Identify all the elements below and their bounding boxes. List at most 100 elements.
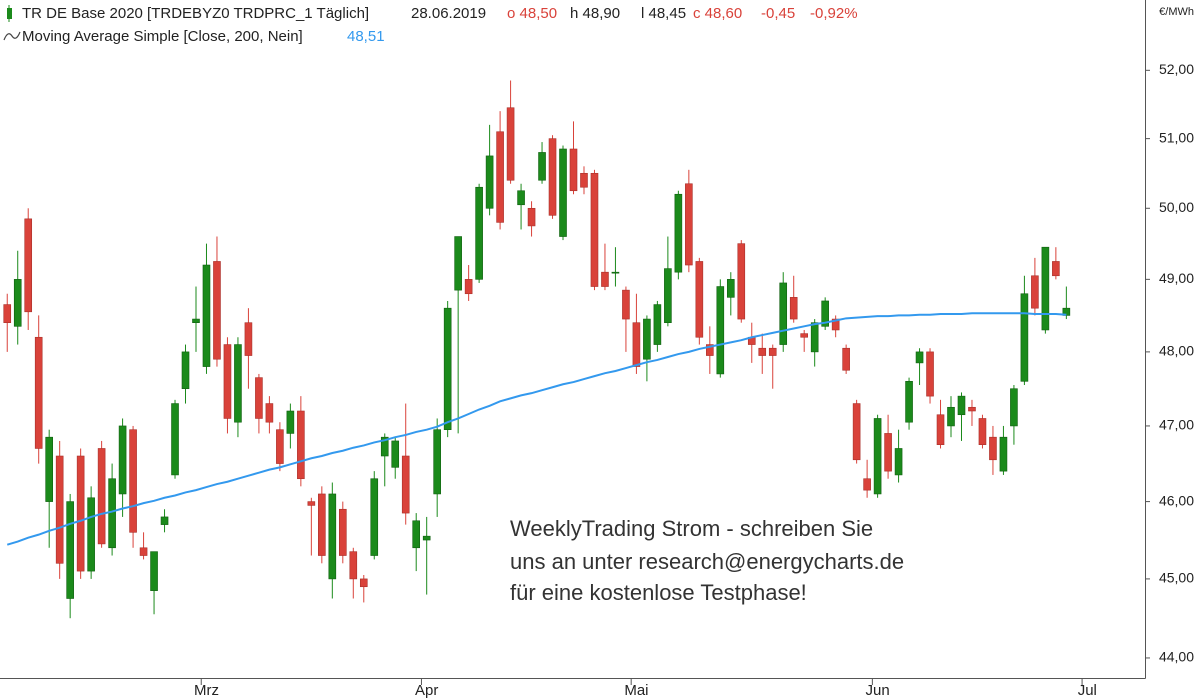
candle-body <box>401 455 410 514</box>
candle-body <box>339 508 347 556</box>
candle-body <box>129 429 137 533</box>
annotation: uns an unter research@energycharts.de <box>510 549 904 574</box>
candle-body <box>779 282 788 345</box>
candle-body <box>601 271 609 287</box>
x-tick-label: Jul <box>1078 682 1097 699</box>
candle-body <box>45 436 53 502</box>
candle-body <box>13 279 22 327</box>
candle-body <box>622 289 630 320</box>
candles <box>3 80 1071 619</box>
candle-body <box>590 172 599 287</box>
x-tick-label: Jun <box>866 682 890 699</box>
y-tick-label: 48,00 <box>1159 343 1194 359</box>
candle-body <box>653 304 662 345</box>
candle-body <box>55 455 64 564</box>
candle-body <box>768 347 777 356</box>
candle-body <box>1031 275 1039 309</box>
annotation: WeeklyTrading Strom - schreiben Sie <box>510 516 873 541</box>
candle-body <box>150 551 158 591</box>
candle-body <box>87 497 95 572</box>
candle-body <box>842 347 850 371</box>
candle-body <box>758 347 767 356</box>
candle-body <box>936 414 945 446</box>
candle-body <box>905 381 913 423</box>
y-tick-label: 51,00 <box>1159 129 1194 145</box>
candle-body <box>884 433 892 472</box>
candle-body <box>632 322 641 367</box>
candle-body <box>202 264 211 367</box>
candle-body <box>538 152 546 181</box>
series-name: TR DE Base 2020 [TRDEBYZ0 TRDPRC_1 Tägli… <box>22 5 369 22</box>
close-label: c 48,60 <box>693 5 742 22</box>
candle-body <box>255 377 263 419</box>
candle-body <box>349 551 358 580</box>
candle-body <box>664 268 672 323</box>
candle-body <box>234 344 242 423</box>
candle-body <box>643 318 651 360</box>
candle-body <box>160 516 169 525</box>
candle-body <box>789 297 798 320</box>
candle-body <box>443 307 452 430</box>
candle-body <box>915 351 924 364</box>
candle-body <box>506 107 515 181</box>
candle-body <box>422 535 431 541</box>
candle-body <box>318 493 326 556</box>
candle-body <box>192 318 200 323</box>
candle-body <box>213 261 221 360</box>
y-tick-label: 50,00 <box>1159 199 1194 215</box>
y-unit: €/MWh <box>1159 6 1194 18</box>
candle-body <box>685 183 693 266</box>
candle-body <box>66 501 74 599</box>
date: 28.06.2019 <box>411 5 486 22</box>
change-label: -0,45 <box>761 5 795 22</box>
candle-body <box>559 148 567 237</box>
y-tick-label: 52,00 <box>1159 61 1194 77</box>
y-tick-label: 44,00 <box>1159 649 1194 665</box>
candle-body <box>181 351 190 390</box>
candle-body <box>821 300 829 327</box>
candle-body <box>454 236 462 291</box>
candle-body <box>286 410 295 434</box>
candle-body <box>1010 388 1018 427</box>
candle-body <box>968 406 976 412</box>
ma-legend-icon <box>3 31 21 41</box>
candle-body <box>359 578 368 588</box>
candle-body <box>412 520 421 549</box>
candle-body <box>307 501 316 506</box>
candle-body <box>548 138 557 216</box>
candle-body <box>695 261 704 338</box>
candle-body <box>580 172 588 188</box>
candle-body <box>24 218 33 313</box>
candle-body <box>810 322 819 353</box>
candle-body <box>978 418 987 446</box>
candle-body <box>223 344 232 419</box>
candle-body <box>1052 261 1060 277</box>
candle-body <box>926 351 934 397</box>
low-label: l 48,45 <box>641 5 686 22</box>
candle-body <box>894 448 903 476</box>
candle-body <box>957 395 966 416</box>
y-tick-label: 45,00 <box>1159 570 1194 586</box>
candle-body <box>947 406 955 427</box>
candle-body <box>873 418 882 495</box>
moving-average-line <box>6 312 1067 546</box>
candle-body <box>726 279 735 298</box>
candle-body <box>297 410 305 480</box>
change-percent-label: -0,92% <box>810 5 858 22</box>
x-tick-label: Mai <box>624 682 648 699</box>
candle-body <box>328 493 337 580</box>
candle-body <box>611 271 620 274</box>
candle-body <box>737 243 746 320</box>
candle-body <box>171 403 179 476</box>
candle-body <box>76 455 85 572</box>
candle-body <box>569 148 578 192</box>
candle-body <box>433 429 441 495</box>
candle-body <box>276 429 284 464</box>
candle-body <box>496 131 504 223</box>
annotation: für eine kostenlose Testphase! <box>510 580 807 605</box>
candle-body <box>485 155 494 209</box>
candle-body <box>265 403 274 423</box>
candle-body <box>527 207 536 227</box>
ma-last-value: 48,51 <box>347 28 385 45</box>
